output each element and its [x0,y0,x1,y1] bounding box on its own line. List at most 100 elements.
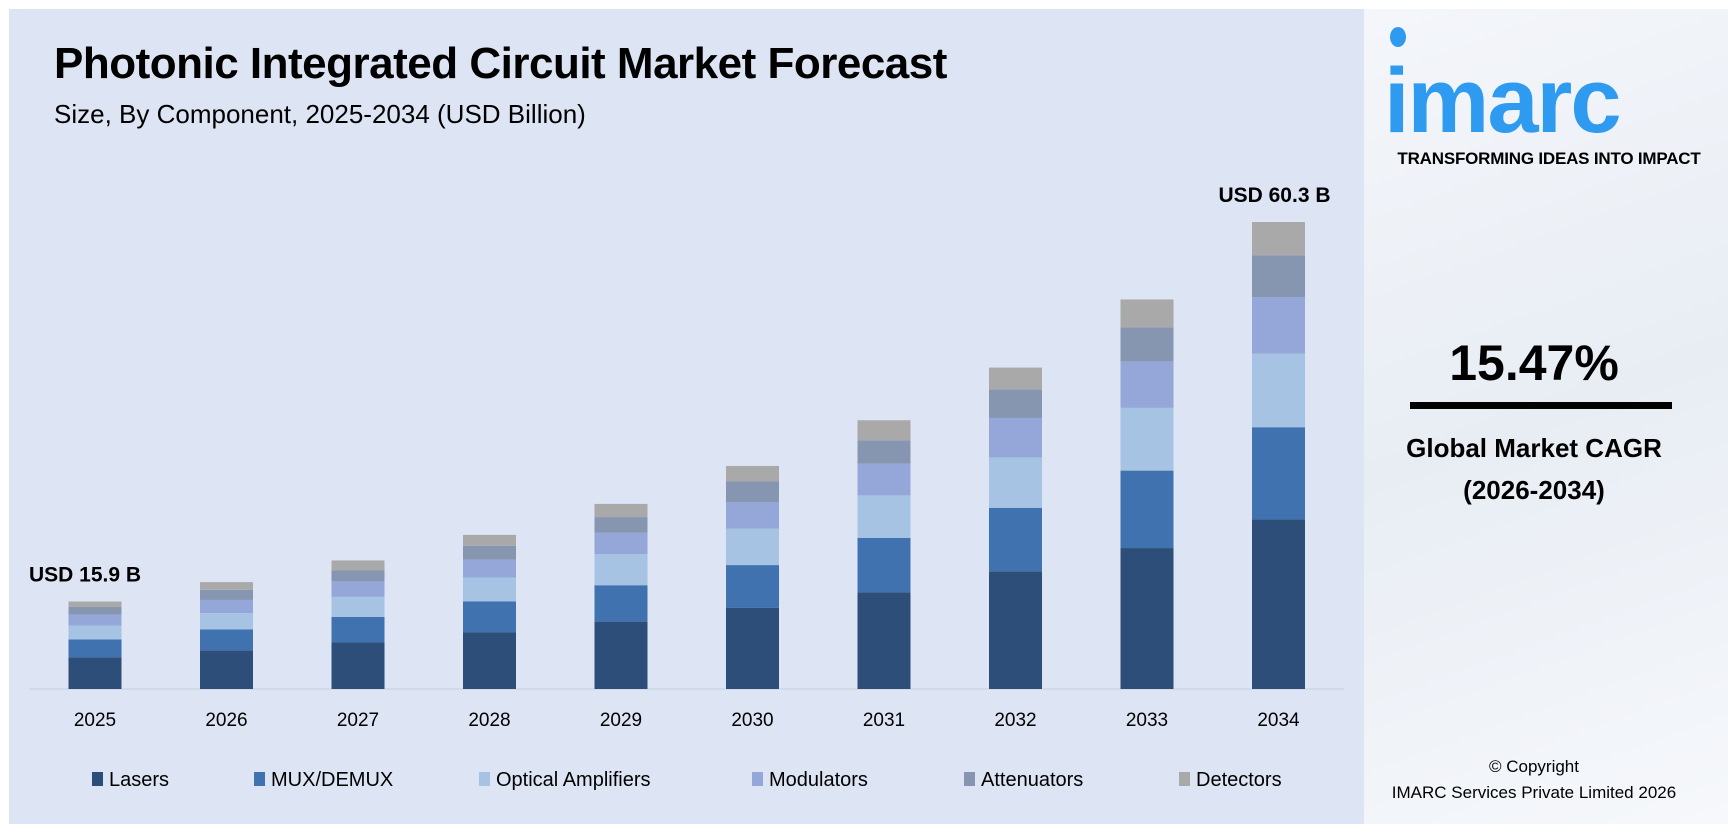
bar-segment-detectors-2027 [331,560,385,571]
bar-segment-attenuators-2026 [200,589,253,600]
bar-segment-modulators-2027 [331,581,385,597]
bar-segment-mux-demux-2027 [331,616,385,643]
bar-segment-attenuators-2034 [1252,255,1305,298]
bar-segment-detectors-2028 [463,534,516,546]
x-tick-label: 2031 [863,710,905,731]
legend-label: Optical Amplifiers [496,769,651,791]
bar-segment-modulators-2033 [1120,361,1174,408]
legend-swatch [752,772,763,786]
total-label: USD 15.9 B [29,563,141,586]
bar-segment-mux-demux-2034 [1252,427,1305,520]
bar-segment-optical-amplifiers-2028 [463,577,516,602]
copyright-text: © Copyright [1488,757,1579,776]
bar-segment-lasers-2029 [594,621,648,689]
bar-segment-attenuators-2029 [594,517,648,533]
imarc-logo: imarc [1384,50,1621,152]
bar-segment-modulators-2025 [68,614,122,626]
bar-segment-optical-amplifiers-2031 [857,495,911,538]
bar-segment-modulators-2029 [594,532,648,555]
bar-segment-optical-amplifiers-2029 [594,554,648,586]
bar-segment-detectors-2032 [989,367,1042,390]
bar-segment-lasers-2030 [726,607,779,689]
bar-segment-lasers-2028 [463,632,516,689]
stacked-bar-chart: 2025 2026 2027 2028 2029 2030 2031 2032 2033 2034… [29,184,1344,791]
bar-segment-mux-demux-2026 [200,629,253,651]
total-label: USD 60.3 B [1218,184,1330,207]
cagr-label-text: Global Market CAGR [1406,433,1662,463]
x-tick-label: 2027 [337,710,379,731]
legend-swatch [964,772,975,786]
copyright: © Copyright IMARC Services Private Limite… [1364,754,1704,806]
bar-segment-detectors-2025 [68,601,122,607]
bar-segment-modulators-2030 [726,502,779,529]
bar-segment-lasers-2025 [68,657,122,689]
legend-label: Lasers [109,769,169,791]
chart-panel: Photonic Integrated Circuit Market Forec… [9,9,1364,824]
bar-segment-mux-demux-2025 [68,639,122,658]
legend-swatch [479,772,490,786]
legend-swatch [1179,772,1190,786]
bar-segment-lasers-2026 [200,650,253,689]
bar-segment-mux-demux-2030 [726,565,779,608]
bar-segment-detectors-2033 [1120,299,1174,328]
legend-label: Detectors [1196,769,1282,791]
divider [1410,402,1672,409]
bar-segment-lasers-2032 [989,571,1042,689]
bar-segment-attenuators-2033 [1120,327,1174,362]
legend-swatch [254,772,265,786]
bar-segment-optical-amplifiers-2025 [68,625,122,640]
bar-segment-modulators-2026 [200,599,253,614]
bar-segment-attenuators-2025 [68,606,122,615]
bar-segment-lasers-2034 [1252,519,1305,689]
bar-segment-attenuators-2032 [989,389,1042,418]
bar-segment-lasers-2031 [857,592,911,689]
bar-segment-detectors-2030 [726,465,779,482]
cagr-period: (2026-2034) [1463,475,1605,505]
bar-segment-detectors-2031 [857,420,911,441]
bar-segment-mux-demux-2031 [857,537,911,593]
side-panel: imarc TRANSFORMING IDEAS INTO IMPACT 15.… [1364,9,1728,824]
bar-segment-mux-demux-2029 [594,585,648,622]
bar-segment-attenuators-2028 [463,545,516,560]
bar-segment-detectors-2029 [594,503,648,518]
bar-segment-modulators-2034 [1252,297,1305,354]
logo-dot [1390,27,1406,47]
bar-segment-modulators-2028 [463,559,516,578]
x-tick-label: 2025 [74,710,116,731]
company-text: IMARC Services Private Limited 2026 [1391,783,1677,802]
chart-title: Photonic Integrated Circuit Market Forec… [54,39,947,88]
x-tick-label: 2028 [468,710,510,731]
x-tick-label: 2029 [600,710,642,731]
x-tick-label: 2026 [205,710,247,731]
cagr-value: 15.47% [1449,335,1619,391]
bar-segment-optical-amplifiers-2033 [1120,407,1174,471]
bar-segment-detectors-2034 [1252,222,1305,256]
bar-segment-attenuators-2030 [726,481,779,503]
chart-subtitle: Size, By Component, 2025-2034 (USD Billi… [54,99,586,129]
bar-segment-attenuators-2031 [857,440,911,464]
x-tick-label: 2033 [1126,710,1168,731]
bar-segment-optical-amplifiers-2032 [989,457,1042,508]
bar-segment-modulators-2031 [857,463,911,496]
legend-swatch [92,772,103,786]
legend-label: Attenuators [981,769,1083,791]
legend-label: Modulators [769,769,868,791]
cagr-label: Global Market CAGR (2026-2034) [1364,427,1704,511]
bar-segment-lasers-2033 [1120,548,1174,689]
bar-segment-lasers-2027 [331,642,385,689]
x-tick-label: 2032 [994,710,1036,731]
x-tick-label: 2034 [1257,710,1300,731]
bar-segment-detectors-2026 [200,582,253,590]
bar-segment-mux-demux-2033 [1120,470,1174,549]
bar-segment-modulators-2032 [989,417,1042,458]
bar-segment-optical-amplifiers-2034 [1252,353,1305,428]
bar-segment-mux-demux-2032 [989,507,1042,572]
bar-segment-optical-amplifiers-2027 [331,596,385,617]
legend-label: MUX/DEMUX [271,769,393,791]
x-tick-label: 2030 [731,710,773,731]
bar-segment-mux-demux-2028 [463,601,516,633]
bar-segment-optical-amplifiers-2030 [726,528,779,566]
bar-segment-attenuators-2027 [331,570,385,582]
tagline: TRANSFORMING IDEAS INTO IMPACT [1397,149,1701,168]
bar-segment-optical-amplifiers-2026 [200,613,253,630]
